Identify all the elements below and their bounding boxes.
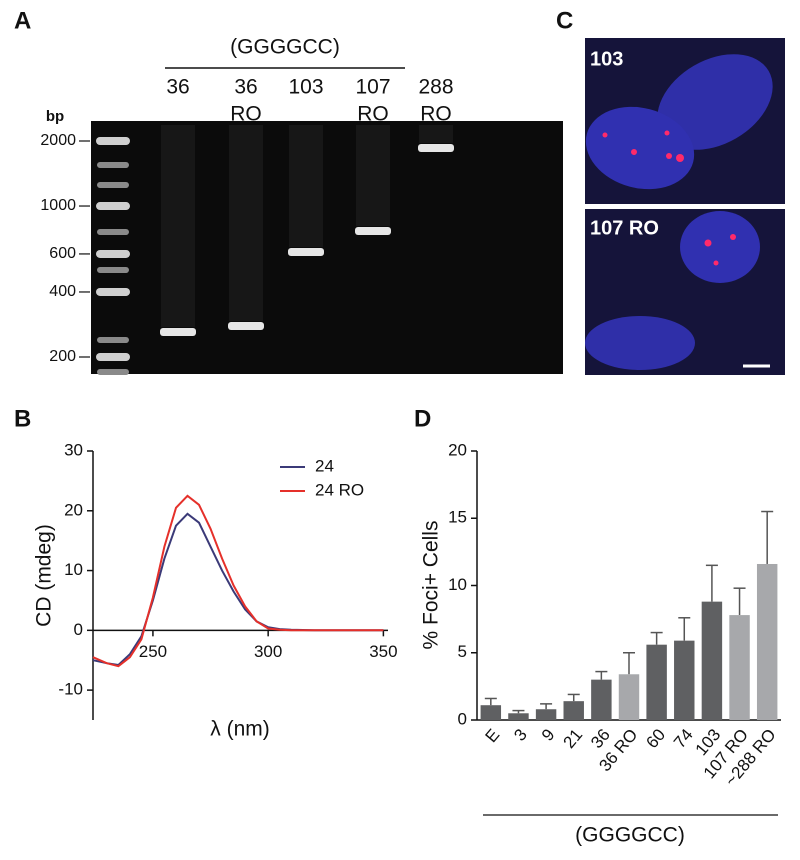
lane-label: RO — [357, 103, 389, 126]
ladder-band — [96, 353, 130, 361]
ladder-band — [96, 137, 130, 145]
ladder-band — [97, 162, 129, 168]
focus — [704, 239, 712, 247]
x-axis-title: (GGGGCC) — [575, 824, 685, 847]
lane-label: 107 — [355, 76, 390, 99]
lane-label: 103 — [288, 76, 323, 99]
bar — [618, 674, 640, 720]
ladder-band — [96, 287, 130, 296]
lane-label: 288 — [418, 76, 453, 99]
lane-label: RO — [420, 103, 452, 126]
image-label: 107 RO — [590, 217, 659, 239]
lane-label: 36 — [234, 76, 257, 99]
legend-label: 24 — [315, 456, 334, 475]
line-series — [92, 494, 384, 668]
panel-label: B — [14, 405, 31, 432]
ladder-label: 400 — [49, 283, 76, 300]
ladder-band — [97, 267, 129, 273]
y-tick-label: 0 — [458, 709, 467, 728]
nucleus — [585, 316, 695, 370]
ladder-label: 600 — [49, 245, 76, 262]
y-tick-label: 30 — [64, 440, 83, 459]
x-tick-label: 350 — [369, 642, 397, 661]
ladder-band — [97, 182, 129, 188]
nucleus — [680, 211, 760, 283]
unit-label: bp — [46, 108, 64, 125]
lane-label: 36 — [166, 76, 189, 99]
bar — [729, 615, 750, 720]
legend-label: 24 RO — [315, 480, 364, 499]
lane-smear — [161, 125, 195, 327]
y-tick-label: 15 — [448, 508, 467, 527]
y-tick-label: 5 — [458, 642, 467, 661]
gel-band — [228, 322, 264, 330]
gel-band — [160, 328, 196, 336]
bar — [591, 679, 612, 720]
y-axis-title: % Foci+ Cells — [420, 521, 443, 650]
y-axis-title: CD (mdeg) — [33, 524, 56, 627]
focus — [602, 132, 608, 138]
gel-band — [418, 144, 454, 152]
y-tick-label: -10 — [58, 680, 83, 699]
nucleus — [657, 54, 773, 150]
nucleus — [585, 106, 695, 190]
y-tick-label: 0 — [74, 620, 83, 639]
y-tick-label: 20 — [448, 440, 467, 459]
bar — [480, 705, 502, 720]
panel-label: D — [414, 405, 431, 432]
ladder-label: 2000 — [40, 132, 76, 149]
ladder-band — [97, 229, 129, 235]
focus — [666, 153, 672, 159]
bar — [563, 701, 584, 720]
y-tick-label: 10 — [448, 575, 467, 594]
gel-band — [355, 227, 391, 235]
focus — [713, 260, 719, 266]
focus — [676, 154, 684, 162]
image-label: 103 — [590, 48, 623, 70]
lane-smear — [229, 125, 263, 321]
lane-smear — [289, 125, 323, 247]
bar — [646, 644, 667, 720]
gel-band — [288, 248, 324, 256]
focus — [730, 234, 736, 240]
x-tick-label: 300 — [254, 642, 282, 661]
gel-header: (GGGGCC) — [230, 36, 340, 59]
ladder-label: 1000 — [40, 197, 76, 214]
y-tick-label: 10 — [64, 560, 83, 579]
x-tick-label: 250 — [139, 642, 167, 661]
bar — [674, 640, 695, 720]
focus — [631, 149, 637, 155]
bar — [756, 563, 778, 720]
focus — [664, 130, 670, 136]
lane-label: RO — [230, 103, 262, 126]
ladder-band — [97, 337, 129, 343]
ladder-band — [96, 202, 130, 211]
ladder-label: 200 — [49, 348, 76, 365]
x-axis-title: λ (nm) — [210, 718, 270, 741]
lane-smear — [356, 125, 390, 226]
bar — [508, 713, 529, 720]
bar — [701, 601, 723, 720]
lane-smear — [419, 125, 453, 143]
micrograph: 103 107 RO — [585, 38, 785, 375]
y-tick-label: 20 — [64, 500, 83, 519]
ladder-band — [97, 369, 129, 375]
panel-label: A — [14, 7, 31, 34]
bar — [535, 709, 557, 720]
panel-label: C — [556, 7, 573, 34]
ladder-band — [96, 249, 130, 258]
